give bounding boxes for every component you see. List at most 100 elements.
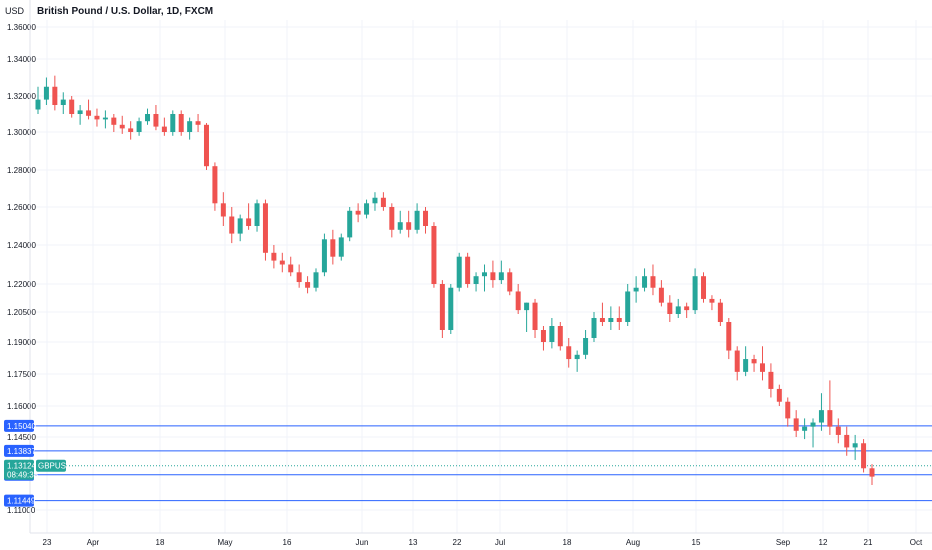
candle-body (717, 302, 723, 322)
price-labels: 1.150401.138371.126911.114491.1312408:49… (4, 419, 72, 507)
x-tick-label: Jun (356, 538, 369, 547)
x-tick-label: Apr (87, 538, 100, 547)
y-tick-label: 1.17500 (7, 370, 36, 379)
candle-body (43, 86, 49, 100)
candle-body (557, 326, 563, 347)
candle-body (844, 434, 850, 448)
candle-body (566, 346, 572, 360)
x-tick-label: Aug (626, 538, 640, 547)
candle-body (338, 237, 344, 257)
candle-body (128, 128, 134, 132)
symbol-badge (36, 459, 66, 472)
candle-body (481, 272, 487, 277)
candle-body (802, 426, 808, 431)
candle-body (524, 302, 530, 311)
grid (36, 20, 932, 533)
candle-body (305, 282, 311, 288)
candle-body (423, 210, 429, 226)
current-price-value: 1.13124 (7, 462, 36, 471)
candle-body (380, 197, 386, 207)
candle-body (650, 276, 656, 288)
candle-body (313, 272, 319, 288)
candle-body (684, 306, 690, 311)
candle-body (642, 276, 648, 288)
candle-body (759, 363, 765, 372)
candle-body (288, 264, 294, 273)
y-tick-label: 1.20500 (7, 308, 36, 317)
candle-body (490, 272, 496, 281)
candle-body (102, 117, 108, 120)
candle-body (439, 284, 445, 330)
candle-body (743, 359, 749, 372)
y-tick-label: 1.26000 (7, 203, 36, 212)
y-tick-label: 1.24000 (7, 241, 36, 250)
candle-body (321, 239, 327, 273)
candle-body (161, 126, 167, 132)
candle-body (852, 443, 858, 448)
candle-body (667, 302, 673, 314)
candle-body (498, 272, 504, 281)
x-tick-label: 16 (283, 538, 292, 547)
candle-body (507, 272, 513, 292)
price-level-label-bg (4, 494, 34, 507)
candle-body (456, 256, 462, 288)
chart-title: British Pound / U.S. Dollar, 1D, FXCM (37, 6, 214, 17)
candle-body (785, 401, 791, 419)
candle-body (532, 302, 538, 330)
candle-body (633, 287, 639, 292)
candle-body (583, 338, 589, 355)
x-tick-label: 22 (453, 538, 462, 547)
candle-body (540, 330, 546, 342)
candle-body (835, 426, 841, 435)
y-tick-label: 1.30000 (7, 128, 36, 137)
candle-body (389, 207, 395, 230)
candle-body (296, 272, 302, 283)
y-tick-label: 1.28000 (7, 166, 36, 175)
x-tick-label: Jul (495, 538, 505, 547)
candle-body (237, 218, 243, 234)
candle-body (734, 350, 740, 372)
x-tick-label: 12 (819, 538, 828, 547)
candle-body (574, 354, 580, 360)
candle-body (616, 318, 622, 322)
candle-body (153, 114, 159, 127)
candle-body (355, 210, 361, 215)
candle-body (212, 166, 218, 204)
candle-body (203, 124, 209, 167)
candle-body (793, 418, 799, 431)
candle-body (397, 222, 403, 230)
candle-body (372, 197, 378, 204)
x-tick-label: 13 (409, 538, 418, 547)
price-level-label: 1.11449 (7, 497, 36, 506)
price-level-label: 1.13837 (7, 447, 36, 456)
candle-body (229, 216, 235, 234)
symbol-label: GBPUSD (38, 462, 72, 471)
candle-body (608, 318, 614, 322)
x-tick-label: 18 (156, 538, 165, 547)
candle-body (625, 291, 631, 322)
candle-body (549, 326, 555, 342)
candle-body (86, 110, 92, 116)
x-tick-label: Sep (776, 538, 791, 547)
candle-body (861, 443, 867, 469)
candle-body (271, 252, 277, 261)
candle-body (465, 256, 471, 284)
y-axis: 1.36000 1.34000 1.32000 1.30000 1.28000 1.260… (7, 23, 36, 515)
y-tick-label: 1.16000 (7, 402, 36, 411)
candle-body (35, 99, 41, 110)
candle-body (330, 239, 336, 257)
candles (35, 75, 875, 485)
candle-body (751, 359, 757, 364)
x-tick-label: 18 (563, 538, 572, 547)
candle-body (220, 203, 226, 217)
x-tick-label: May (217, 538, 232, 547)
x-tick-label: 21 (864, 538, 873, 547)
candle-body (406, 222, 412, 230)
price-level-label-bg (4, 419, 34, 432)
candle-body (262, 203, 268, 253)
candle-body (347, 210, 353, 238)
candle-body (279, 260, 285, 265)
candle-body (701, 276, 707, 299)
candle-body (675, 306, 681, 314)
